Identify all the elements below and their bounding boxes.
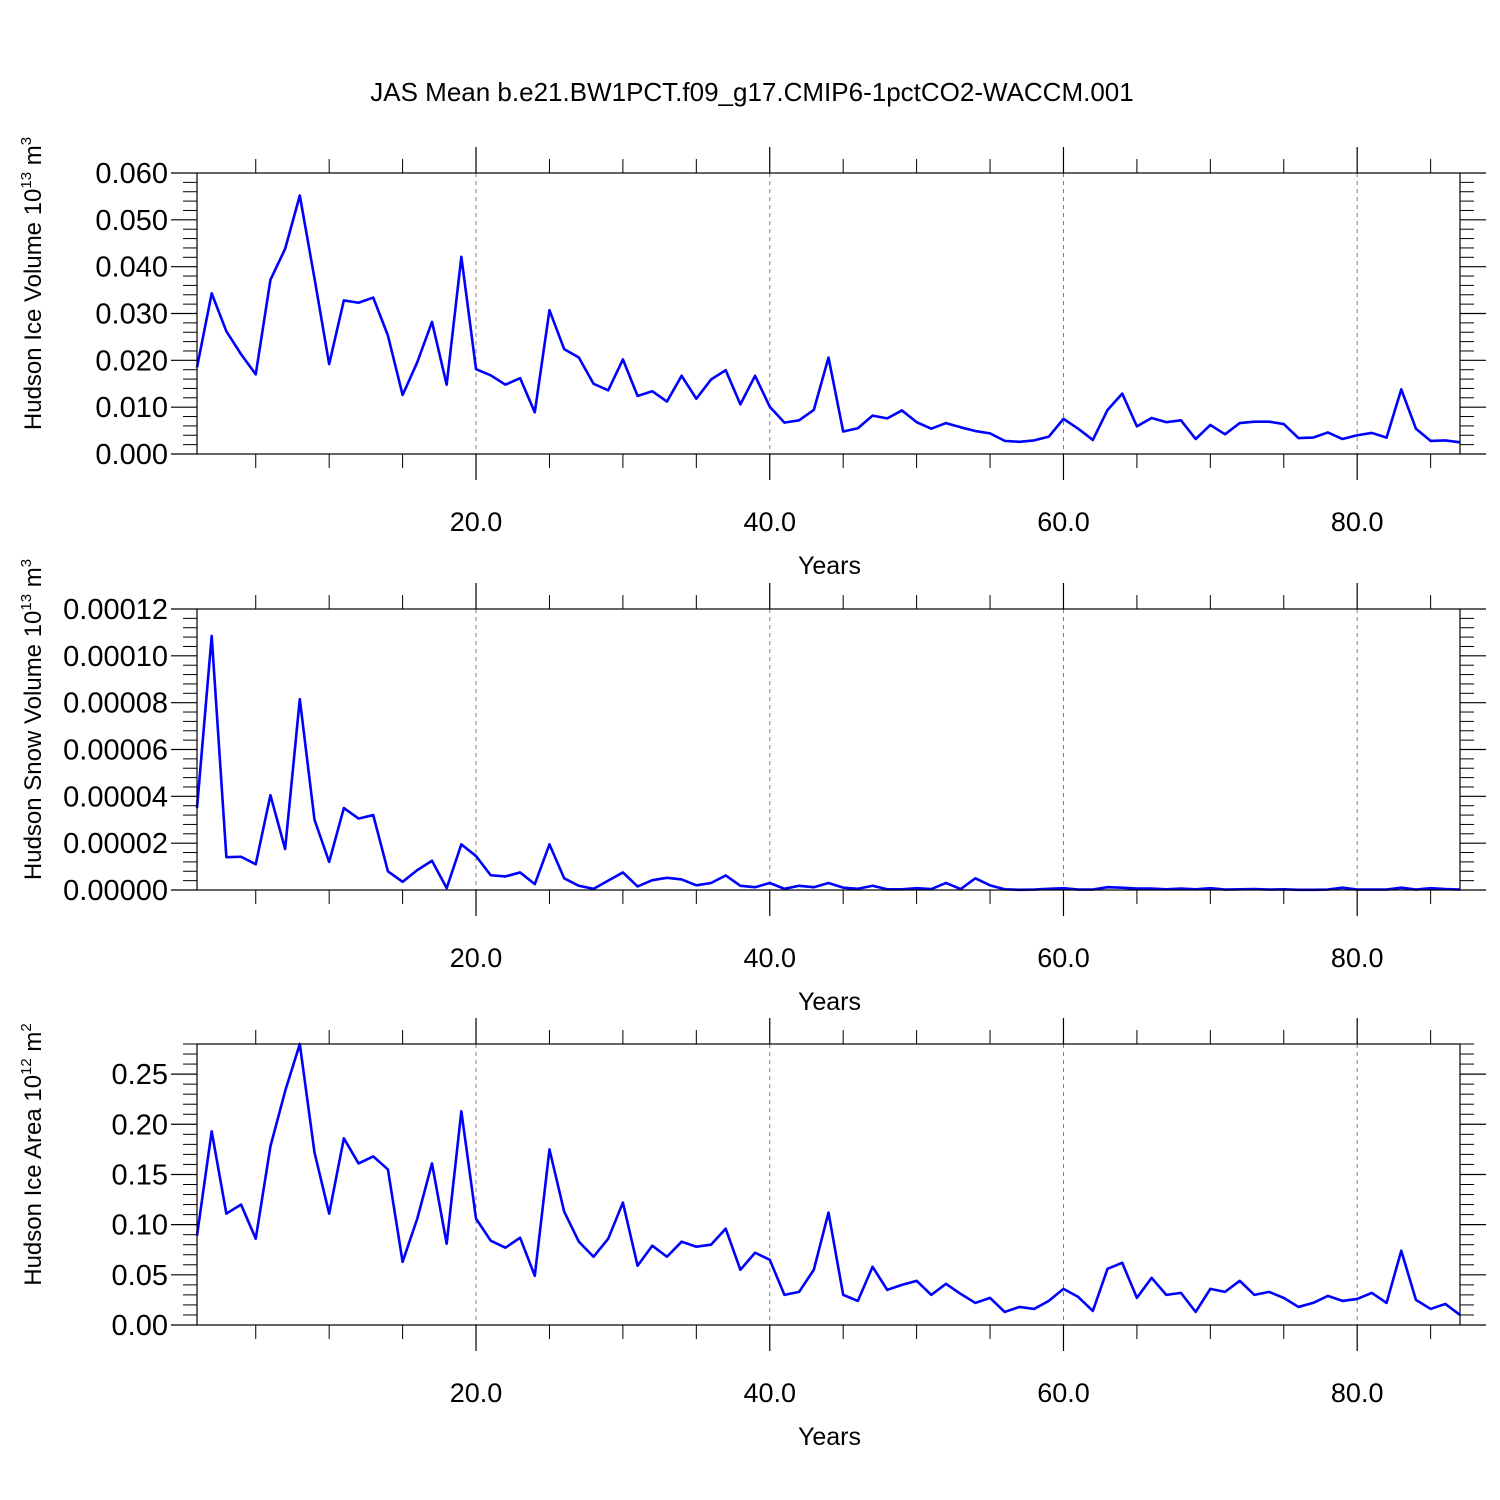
y-tick-label: 0.10 [112, 1210, 168, 1242]
y-axis-label: Hudson Ice Volume 1013 m3 [18, 137, 47, 430]
x-tick-label: 40.0 [743, 1378, 796, 1408]
x-tick-label: 80.0 [1331, 507, 1384, 537]
x-axis-label: Years [798, 552, 861, 580]
y-tick-label: 0.040 [95, 252, 168, 284]
y-tick-label: 0.020 [95, 345, 168, 377]
y-tick-label: 0.060 [95, 158, 168, 190]
x-tick-label: 80.0 [1331, 943, 1384, 973]
x-axis-label: Years [798, 1423, 861, 1451]
x-tick-label: 60.0 [1037, 1378, 1090, 1408]
y-tick-label: 0.00010 [63, 641, 168, 673]
series-line [195, 194, 1461, 444]
x-tick-label: 20.0 [450, 1378, 503, 1408]
x-tick-label: 20.0 [450, 507, 503, 537]
chart-panel-1: 20.0 40.0 60.0 80.0 0.000 0.010 0.020 0.030 0.04… [18, 137, 1486, 580]
y-tick-label: 0.00 [112, 1310, 168, 1342]
panels: 20.0 40.0 60.0 80.0 0.000 0.010 0.020 0.030 0.04… [18, 137, 1486, 1451]
x-tick-label: 20.0 [450, 943, 503, 973]
y-tick-label: 0.00012 [63, 594, 168, 626]
x-tick-label: 60.0 [1037, 943, 1090, 973]
x-tick-label: 40.0 [743, 943, 796, 973]
chart-panel-2: 20.0 40.0 60.0 80.0 0.00000 0.00002 0.00004 0.0… [18, 559, 1486, 1016]
y-tick-label: 0.05 [112, 1260, 168, 1292]
y-tick-label: 0.00000 [63, 875, 168, 907]
x-tick-label: 40.0 [743, 507, 796, 537]
y-tick-label: 0.050 [95, 205, 168, 237]
y-tick-label: 0.00004 [63, 781, 168, 813]
y-tick-label: 0.010 [95, 392, 168, 424]
plot-frame [196, 172, 1461, 455]
x-tick-label: 80.0 [1331, 1378, 1384, 1408]
y-tick-label: 0.000 [95, 439, 168, 471]
y-tick-label: 0.00002 [63, 828, 168, 860]
y-tick-label: 0.00008 [63, 688, 168, 720]
plot-frame [196, 1043, 1461, 1326]
chart-panel-3: 20.0 40.0 60.0 80.0 0.00 0.05 0.10 0.15 0.20 0.25… [18, 1018, 1486, 1451]
y-tick-label: 0.15 [112, 1159, 168, 1191]
series-line [195, 1042, 1461, 1316]
series-line [195, 634, 1461, 892]
y-tick-label: 0.20 [112, 1109, 168, 1141]
y-tick-label: 0.030 [95, 299, 168, 331]
y-axis-label: Hudson Snow Volume 1013 m3 [18, 559, 47, 880]
y-tick-label: 0.00006 [63, 735, 168, 767]
figure-title: JAS Mean b.e21.BW1PCT.f09_g17.CMIP6-1pct… [370, 77, 1133, 107]
y-tick-label: 0.25 [112, 1059, 168, 1091]
x-axis-label: Years [798, 988, 861, 1016]
y-axis-label: Hudson Ice Area 1012 m2 [18, 1023, 47, 1286]
plot-frame [196, 608, 1461, 891]
x-tick-label: 60.0 [1037, 507, 1090, 537]
